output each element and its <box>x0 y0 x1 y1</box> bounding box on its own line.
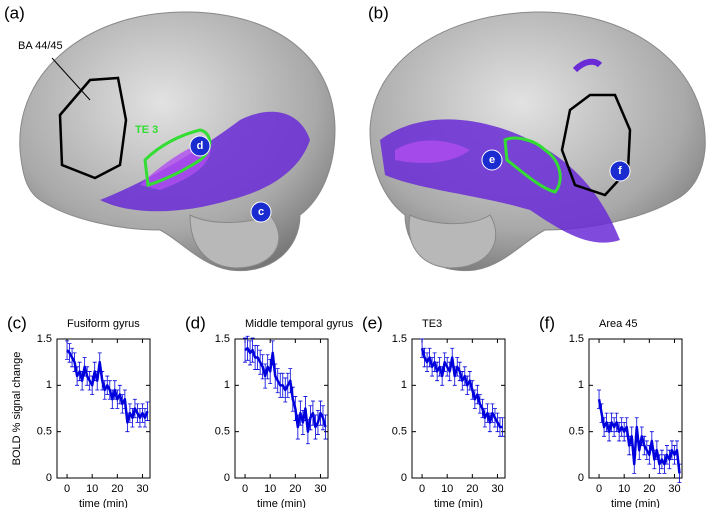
x-axis-label: time (min) <box>79 498 128 508</box>
marker-label: d <box>197 140 204 152</box>
y-axis-label: BOLD % signal change <box>11 352 23 466</box>
error-bar <box>323 414 328 440</box>
y-tick-label: 0.5 <box>215 426 230 438</box>
panel-label: (b) <box>368 3 389 22</box>
x-tick-label: 0 <box>64 483 70 495</box>
x-axis-label: time (min) <box>434 498 483 508</box>
x-tick-label: 30 <box>314 483 326 495</box>
y-tick-label: 0.5 <box>569 426 584 438</box>
marker <box>250 201 272 223</box>
y-tick-label: 1 <box>46 379 52 391</box>
x-tick-label: 20 <box>466 483 478 495</box>
y-tick-label: 0 <box>46 472 52 484</box>
x-tick-label: 30 <box>136 483 148 495</box>
y-tick-label: 0 <box>224 472 230 484</box>
panel-label: (d) <box>185 313 206 332</box>
marker <box>609 160 631 182</box>
x-axis-label: time (min) <box>257 498 306 508</box>
y-tick-label: 0.5 <box>392 426 407 438</box>
axes-box <box>411 338 506 479</box>
panel-label: (f) <box>539 313 555 332</box>
x-tick-label: 0 <box>419 483 425 495</box>
x-tick-label: 20 <box>289 483 301 495</box>
y-tick-label: 1.5 <box>569 333 584 345</box>
chart-title: Fusiform gyrus <box>67 318 140 330</box>
x-tick-label: 10 <box>618 483 630 495</box>
panel-label: (c) <box>7 313 27 332</box>
x-tick-label: 10 <box>264 483 276 495</box>
x-tick-label: 30 <box>668 483 680 495</box>
y-tick-label: 1.5 <box>215 333 230 345</box>
y-tick-label: 1.5 <box>37 333 52 345</box>
panel-label: (e) <box>362 313 383 332</box>
data-line <box>420 347 503 429</box>
chart-title: Area 45 <box>599 318 638 330</box>
x-tick-label: 0 <box>242 483 248 495</box>
marker-label: c <box>258 206 264 218</box>
panel-label: (a) <box>4 3 25 22</box>
axes-box <box>234 338 329 479</box>
y-tick-label: 0 <box>578 472 584 484</box>
brain-left <box>19 11 336 272</box>
annotation: TE 3 <box>135 124 158 136</box>
x-tick-label: 0 <box>596 483 602 495</box>
y-tick-label: 1 <box>224 379 230 391</box>
marker-label: e <box>489 154 495 166</box>
x-tick-label: 20 <box>111 483 123 495</box>
x-tick-label: 10 <box>441 483 453 495</box>
data-line <box>244 347 327 433</box>
y-tick-label: 0 <box>401 472 407 484</box>
y-tick-label: 0.5 <box>37 426 52 438</box>
axes-box <box>56 338 151 479</box>
error-bar <box>243 337 248 363</box>
marker <box>189 135 211 157</box>
y-tick-label: 1 <box>578 379 584 391</box>
annotation: BA 44/45 <box>18 40 63 52</box>
y-tick-label: 1 <box>401 379 407 391</box>
y-tick-label: 1.5 <box>392 333 407 345</box>
axes-box <box>588 338 683 479</box>
chart-title: TE3 <box>422 318 442 330</box>
marker-label: f <box>618 165 622 177</box>
marker <box>481 149 503 171</box>
data-line <box>66 349 149 424</box>
data-line <box>597 399 681 474</box>
x-tick-label: 10 <box>86 483 98 495</box>
chart-title: Middle temporal gyrus <box>245 318 354 330</box>
x-tick-label: 20 <box>643 483 655 495</box>
brain-right <box>369 11 706 272</box>
x-tick-label: 30 <box>491 483 503 495</box>
x-axis-label: time (min) <box>611 498 660 508</box>
